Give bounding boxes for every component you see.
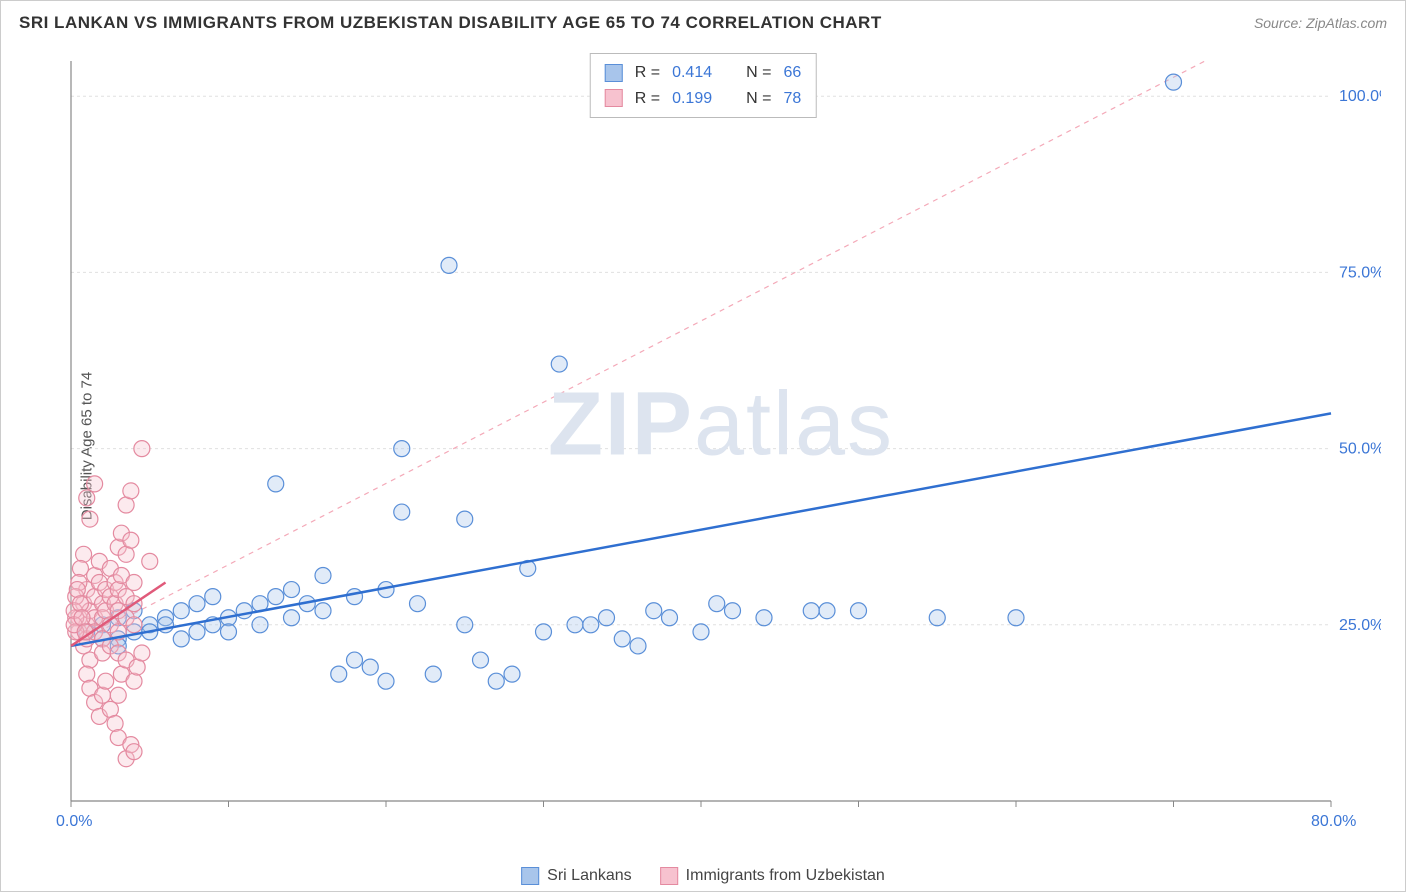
svg-text:75.0%: 75.0%: [1339, 264, 1381, 281]
n-label-1: N =: [746, 60, 771, 86]
source-label: Source: ZipAtlas.com: [1254, 15, 1387, 31]
legend-swatch-2: [660, 867, 678, 885]
x-tick-min: 0.0%: [56, 813, 92, 831]
r-label-2: R =: [635, 86, 660, 112]
n-value-2: 78: [783, 86, 801, 112]
stats-swatch-1: [605, 64, 623, 82]
svg-text:25.0%: 25.0%: [1339, 617, 1381, 634]
r-value-1: 0.414: [672, 60, 712, 86]
svg-text:50.0%: 50.0%: [1339, 441, 1381, 458]
svg-text:100.0%: 100.0%: [1339, 88, 1381, 105]
legend-item-2: Immigrants from Uzbekistan: [660, 867, 885, 885]
stats-swatch-2: [605, 89, 623, 107]
r-label-1: R =: [635, 60, 660, 86]
chart-container: SRI LANKAN VS IMMIGRANTS FROM UZBEKISTAN…: [0, 0, 1406, 892]
title-bar: SRI LANKAN VS IMMIGRANTS FROM UZBEKISTAN…: [19, 13, 1387, 33]
n-label-2: N =: [746, 86, 771, 112]
legend-label-2: Immigrants from Uzbekistan: [686, 867, 885, 885]
legend-item-1: Sri Lankans: [521, 867, 632, 885]
x-tick-max: 80.0%: [1311, 813, 1356, 831]
plot-area: ZIPatlas 25.0%50.0%75.0%100.0%: [61, 51, 1381, 831]
scatter-chart: 25.0% 50.0% 75.0% 100.0%: [61, 51, 1381, 831]
legend-swatch-1: [521, 867, 539, 885]
legend: Sri Lankans Immigrants from Uzbekistan: [521, 867, 885, 885]
stats-box: R = 0.414 N = 66 R = 0.199 N = 78: [590, 53, 817, 118]
stats-row-1: R = 0.414 N = 66: [605, 60, 802, 86]
r-value-2: 0.199: [672, 86, 712, 112]
stats-row-2: R = 0.199 N = 78: [605, 86, 802, 112]
legend-label-1: Sri Lankans: [547, 867, 632, 885]
n-value-1: 66: [783, 60, 801, 86]
chart-title: SRI LANKAN VS IMMIGRANTS FROM UZBEKISTAN…: [19, 13, 882, 33]
